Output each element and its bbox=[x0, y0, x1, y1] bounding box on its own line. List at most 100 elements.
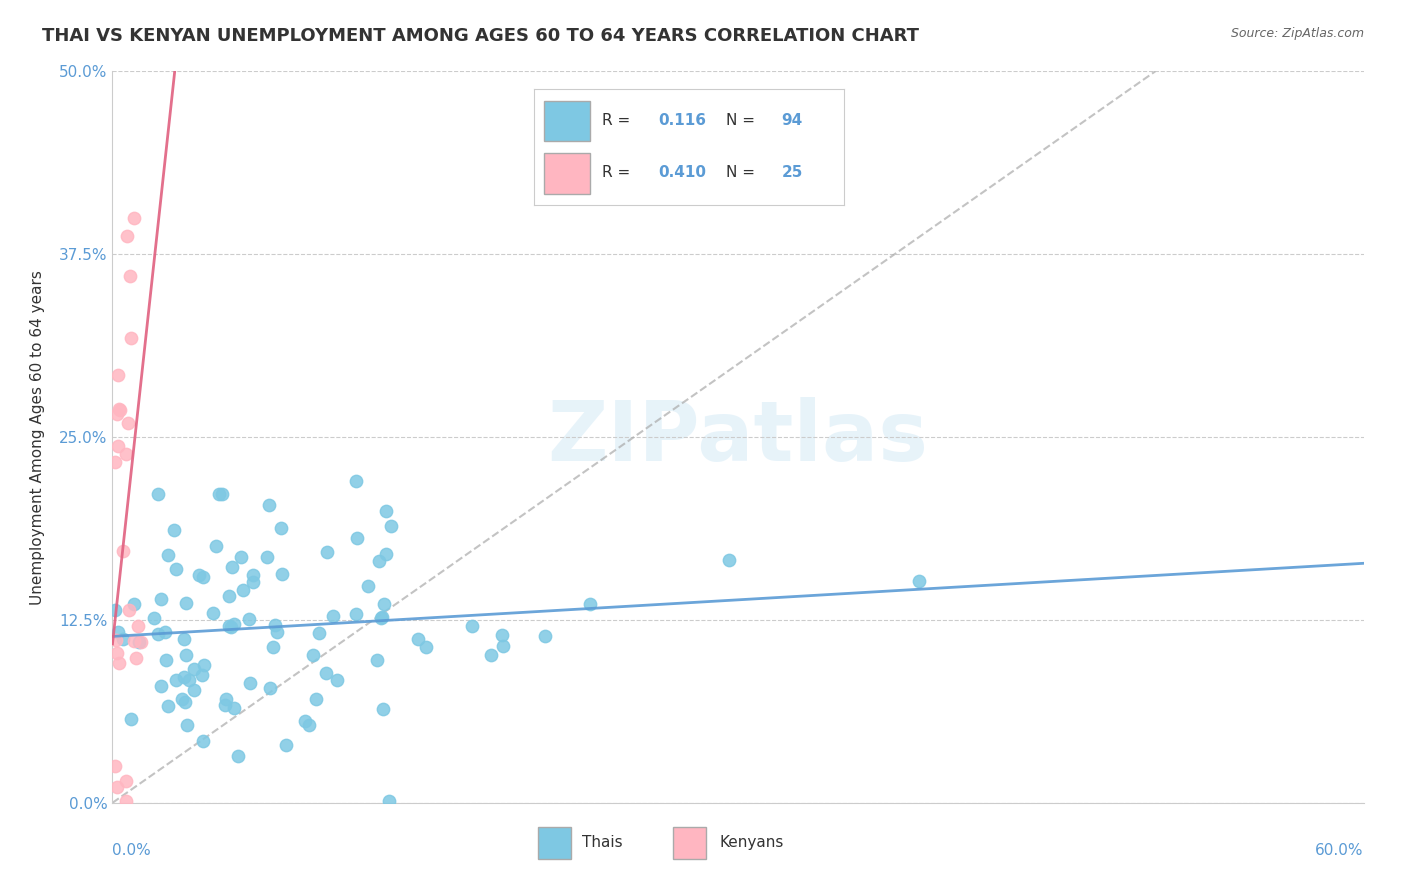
Kenyans bbox=[124, 211, 146, 225]
Kenyans bbox=[127, 619, 149, 633]
Thais bbox=[155, 652, 177, 666]
Thais bbox=[149, 679, 172, 693]
Thais bbox=[308, 626, 330, 640]
Thais bbox=[174, 596, 197, 610]
Thais bbox=[226, 748, 249, 763]
Kenyans bbox=[115, 773, 138, 788]
Text: 0.116: 0.116 bbox=[658, 113, 706, 128]
Kenyans bbox=[124, 651, 146, 665]
Kenyans bbox=[108, 656, 131, 670]
Thais bbox=[165, 673, 187, 688]
Thais bbox=[112, 632, 135, 647]
Thais bbox=[344, 607, 367, 621]
Thais bbox=[221, 560, 243, 574]
Thais bbox=[415, 640, 437, 654]
Thais bbox=[316, 545, 339, 559]
Kenyans bbox=[118, 269, 141, 284]
Thais bbox=[491, 640, 513, 654]
Y-axis label: Unemployment Among Ages 60 to 64 years: Unemployment Among Ages 60 to 64 years bbox=[31, 269, 45, 605]
Thais bbox=[156, 548, 179, 562]
Thais bbox=[103, 602, 125, 616]
Thais bbox=[238, 612, 260, 626]
Thais bbox=[368, 554, 391, 568]
Thais bbox=[232, 583, 254, 598]
Kenyans bbox=[107, 368, 129, 382]
Thais bbox=[259, 681, 281, 695]
Thais bbox=[107, 624, 129, 639]
Thais bbox=[142, 610, 165, 624]
Text: R =: R = bbox=[602, 165, 636, 180]
FancyBboxPatch shape bbox=[544, 153, 591, 194]
Thais bbox=[491, 628, 513, 642]
Thais bbox=[256, 550, 278, 565]
Text: Kenyans: Kenyans bbox=[720, 836, 785, 850]
Thais bbox=[193, 658, 215, 673]
Thais bbox=[229, 550, 252, 565]
Thais bbox=[214, 698, 236, 712]
Text: Source: ZipAtlas.com: Source: ZipAtlas.com bbox=[1230, 27, 1364, 40]
Thais bbox=[373, 597, 395, 611]
Thais bbox=[371, 702, 394, 716]
Thais bbox=[183, 662, 205, 676]
Thais bbox=[221, 620, 243, 634]
Thais bbox=[146, 487, 169, 501]
Thais bbox=[173, 695, 195, 709]
Text: ZIPatlas: ZIPatlas bbox=[548, 397, 928, 477]
Thais bbox=[322, 608, 344, 623]
Kenyans bbox=[115, 447, 138, 461]
Text: N =: N = bbox=[725, 113, 759, 128]
Thais bbox=[155, 624, 177, 639]
Thais bbox=[242, 567, 264, 582]
Text: 25: 25 bbox=[782, 165, 803, 180]
Thais bbox=[270, 521, 292, 535]
Thais bbox=[201, 607, 224, 621]
Thais bbox=[120, 713, 142, 727]
Thais bbox=[150, 592, 173, 607]
Thais bbox=[257, 498, 280, 512]
Thais bbox=[375, 547, 398, 561]
Thais bbox=[718, 552, 741, 566]
Thais bbox=[179, 673, 201, 687]
Thais bbox=[211, 487, 233, 501]
Thais bbox=[165, 561, 187, 575]
Thais bbox=[157, 698, 180, 713]
Thais bbox=[173, 671, 195, 685]
Thais bbox=[534, 628, 557, 642]
Thais bbox=[239, 676, 262, 690]
Thais bbox=[187, 567, 209, 582]
Kenyans bbox=[110, 403, 132, 417]
Thais bbox=[406, 632, 429, 646]
Kenyans bbox=[105, 632, 128, 647]
Kenyans bbox=[107, 439, 129, 453]
Thais bbox=[371, 610, 394, 624]
FancyBboxPatch shape bbox=[672, 828, 706, 858]
FancyBboxPatch shape bbox=[544, 101, 591, 141]
Kenyans bbox=[103, 455, 125, 469]
Thais bbox=[346, 531, 368, 545]
Thais bbox=[380, 518, 402, 533]
Text: N =: N = bbox=[725, 165, 759, 180]
Thais bbox=[224, 617, 246, 632]
Thais bbox=[266, 625, 288, 640]
Thais bbox=[378, 794, 401, 808]
Thais bbox=[191, 733, 214, 747]
Text: Thais: Thais bbox=[582, 836, 621, 850]
Thais bbox=[163, 523, 186, 537]
Thais bbox=[326, 673, 349, 687]
Kenyans bbox=[111, 543, 134, 558]
Text: R =: R = bbox=[602, 113, 636, 128]
Thais bbox=[183, 682, 205, 697]
Thais bbox=[146, 626, 169, 640]
Kenyans bbox=[129, 634, 152, 648]
Kenyans bbox=[118, 603, 141, 617]
Thais bbox=[315, 665, 337, 680]
Thais bbox=[262, 640, 284, 655]
Thais bbox=[191, 668, 214, 682]
Thais bbox=[271, 567, 294, 582]
Thais bbox=[479, 648, 502, 663]
Thais bbox=[205, 539, 228, 553]
Thais bbox=[908, 574, 931, 588]
Thais bbox=[302, 648, 325, 662]
Thais bbox=[578, 597, 600, 611]
Thais bbox=[191, 570, 214, 584]
